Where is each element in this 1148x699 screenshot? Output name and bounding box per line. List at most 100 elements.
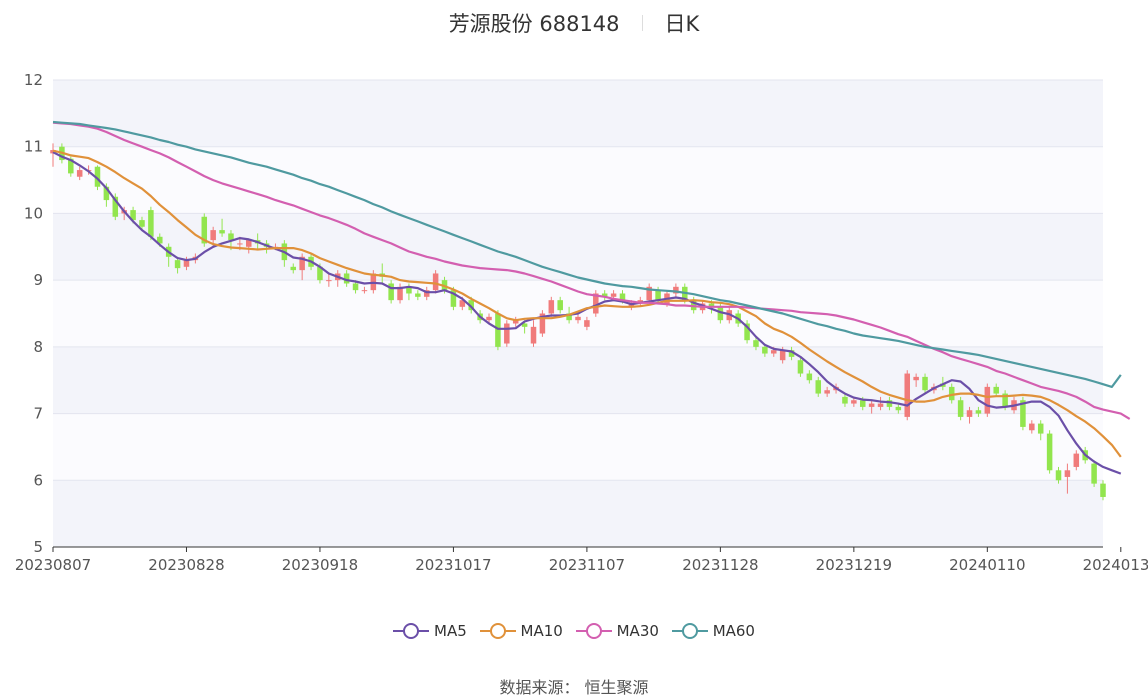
title-divider bbox=[641, 15, 643, 31]
candle-body bbox=[459, 300, 466, 307]
legend-ma10-icon bbox=[479, 623, 516, 639]
line-ma10 bbox=[52, 149, 1122, 458]
candle-body bbox=[601, 293, 608, 297]
legend-ma10[interactable]: MA10 bbox=[479, 622, 563, 640]
candle-body bbox=[183, 260, 190, 267]
candle-body bbox=[771, 350, 777, 354]
candle-body bbox=[717, 306, 724, 321]
candle-body bbox=[76, 170, 83, 177]
candle-body bbox=[219, 230, 225, 234]
grid-band bbox=[53, 346, 1103, 414]
legend-ma30[interactable]: MA30 bbox=[575, 622, 659, 640]
candle-body bbox=[68, 158, 74, 174]
y-tick-label: 7 bbox=[33, 405, 43, 423]
legend-ma60[interactable]: MA60 bbox=[671, 622, 755, 640]
candle-body bbox=[512, 320, 519, 324]
legend-ma5[interactable]: MA5 bbox=[393, 622, 467, 640]
period-label: 日K bbox=[664, 12, 700, 36]
x-tick-label: 20240130 bbox=[1083, 556, 1148, 574]
data-source: 数据来源： 恒生聚源 bbox=[0, 674, 1148, 698]
candle-body bbox=[1055, 470, 1062, 481]
candle-body bbox=[619, 293, 626, 301]
y-tick-label: 6 bbox=[33, 471, 43, 489]
legend-ma60-icon bbox=[671, 623, 708, 639]
chart-title: 芳源股份 688148 日K bbox=[0, 8, 1148, 38]
candle-body bbox=[673, 286, 679, 294]
candle-body bbox=[557, 300, 563, 311]
candle-body bbox=[762, 346, 768, 354]
legend-ma5-label: MA5 bbox=[434, 622, 467, 640]
candle-body bbox=[779, 350, 786, 361]
candle-body bbox=[566, 313, 572, 321]
candle-body bbox=[299, 256, 305, 271]
candle-body bbox=[824, 390, 830, 394]
candle-body bbox=[210, 230, 216, 241]
grid-band bbox=[53, 213, 1103, 281]
candle-body bbox=[237, 243, 243, 245]
candle-body bbox=[290, 266, 297, 271]
candle-body bbox=[1046, 433, 1053, 471]
x-tick-label: 20231128 bbox=[682, 556, 758, 574]
candle-body bbox=[646, 286, 652, 301]
candle-body bbox=[1091, 463, 1097, 484]
candle-body bbox=[913, 376, 919, 381]
legend-ma60-label: MA60 bbox=[712, 622, 755, 640]
candle-body bbox=[228, 233, 234, 241]
candle-body bbox=[139, 220, 145, 227]
candle-body bbox=[148, 210, 154, 237]
candle-body bbox=[993, 386, 999, 394]
candle-body bbox=[539, 313, 546, 334]
candle-body bbox=[201, 216, 208, 244]
candle-body bbox=[868, 403, 875, 407]
candle-body bbox=[1020, 400, 1026, 427]
candle-body bbox=[975, 410, 982, 414]
candle-body bbox=[246, 240, 252, 247]
candle-body bbox=[495, 313, 501, 347]
candle-body bbox=[895, 406, 902, 411]
legend-ma10-label: MA10 bbox=[520, 622, 563, 640]
candle-body bbox=[842, 396, 848, 404]
candle-body bbox=[708, 303, 715, 307]
x-tick-label: 20230807 bbox=[15, 556, 91, 574]
candle-body bbox=[397, 286, 403, 301]
candle-body bbox=[326, 280, 332, 282]
candle-body bbox=[886, 400, 893, 407]
candle-body bbox=[584, 320, 590, 327]
candle-body bbox=[432, 273, 439, 291]
x-tick-label: 20240110 bbox=[949, 556, 1025, 574]
candle-body bbox=[753, 340, 759, 347]
candle-body bbox=[984, 386, 991, 414]
grid-band bbox=[53, 80, 1103, 147]
line-ma30 bbox=[52, 121, 1131, 420]
source-name: 恒生聚源 bbox=[584, 678, 649, 697]
candle-body bbox=[450, 290, 457, 307]
candle-body bbox=[548, 300, 555, 314]
x-tick-label: 20231219 bbox=[816, 556, 892, 574]
stock-title: 芳源股份 688148 bbox=[448, 12, 620, 36]
candle-body bbox=[788, 350, 795, 357]
candle-body bbox=[948, 386, 955, 401]
grid-band bbox=[53, 413, 1103, 481]
candle-body bbox=[610, 293, 617, 297]
candle-body bbox=[157, 236, 163, 244]
candle-body bbox=[1073, 453, 1080, 467]
source-label: 数据来源： bbox=[499, 678, 580, 697]
candle-body bbox=[130, 210, 136, 221]
candle-body bbox=[922, 376, 928, 391]
x-tick-label: 20231107 bbox=[549, 556, 625, 574]
y-tick-label: 12 bbox=[24, 71, 43, 89]
candle-body bbox=[1002, 393, 1008, 407]
candle-body bbox=[966, 410, 973, 417]
y-tick-label: 8 bbox=[33, 338, 43, 356]
candle-body bbox=[317, 266, 323, 281]
candle-body bbox=[877, 403, 884, 407]
candle-body bbox=[904, 373, 910, 417]
line-ma60 bbox=[52, 120, 1122, 388]
candle-body bbox=[94, 166, 101, 187]
candle-body bbox=[655, 290, 661, 301]
candle-body bbox=[343, 273, 350, 284]
candle-body bbox=[1100, 483, 1106, 497]
candle-body bbox=[468, 300, 474, 311]
candle-body bbox=[859, 400, 866, 407]
candle-body bbox=[1064, 470, 1071, 477]
